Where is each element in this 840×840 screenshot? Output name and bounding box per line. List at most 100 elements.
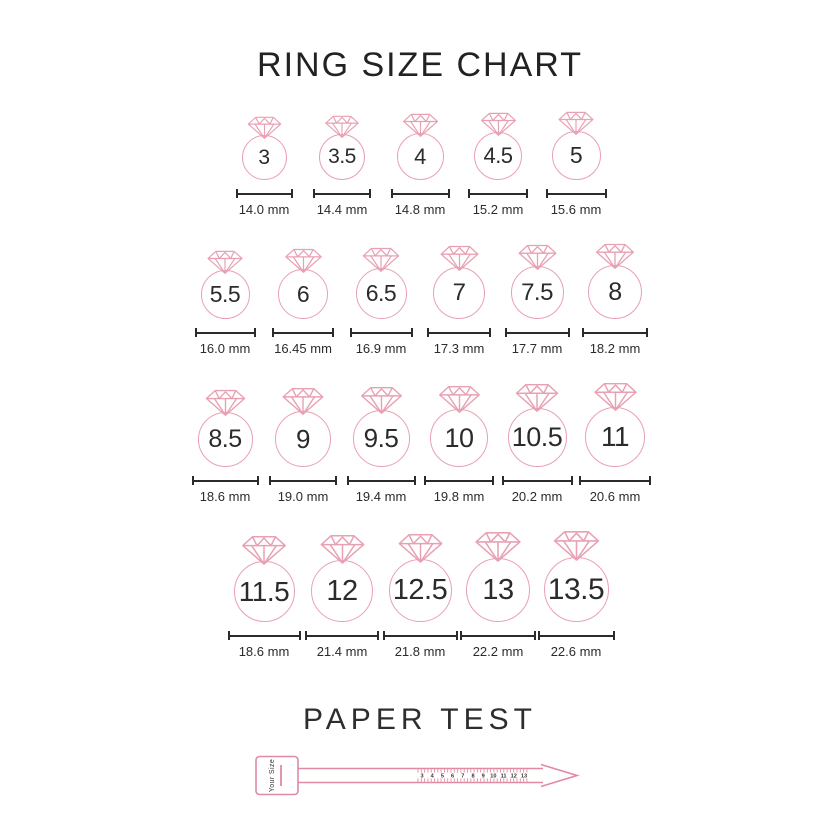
ring-circle: 3 bbox=[241, 135, 287, 180]
ring-item: 7 17.3 mm bbox=[420, 245, 498, 356]
ring-size-label: 7 bbox=[452, 279, 466, 306]
diamond-icon bbox=[360, 386, 402, 414]
ring-item: 9 19.0 mm bbox=[264, 387, 342, 504]
measure-bracket bbox=[227, 631, 301, 640]
ring-row: 3 14.0 mm 3.5 14.4 mm 4 bbox=[225, 111, 615, 217]
paper-test-title: PAPER TEST bbox=[303, 703, 537, 736]
ruler-number: 4 bbox=[431, 774, 435, 780]
measure-bracket bbox=[537, 631, 615, 640]
ring-item: 9.5 19.4 mm bbox=[342, 386, 420, 504]
diamond-icon bbox=[595, 243, 635, 269]
ring-diameter-label: 14.8 mm bbox=[394, 202, 446, 217]
sizer-tab-label: Your Size bbox=[269, 759, 276, 792]
measure-bracket bbox=[424, 476, 494, 485]
ring-circle: 3.5 bbox=[319, 134, 365, 180]
diamond-icon bbox=[325, 115, 359, 138]
ring-diameter-label: 14.4 mm bbox=[316, 202, 368, 217]
ring-circle: 5.5 bbox=[200, 270, 250, 319]
ring-circle: 5 bbox=[551, 131, 601, 180]
ring-size-label: 12.5 bbox=[392, 574, 448, 606]
ring-diameter-label: 16.45 mm bbox=[274, 341, 332, 356]
ring-size-label: 8 bbox=[608, 277, 622, 306]
ring-diameter-label: 18.2 mm bbox=[589, 341, 641, 356]
ring-row: 11.5 18.6 mm 12 21.4 mm bbox=[225, 530, 615, 659]
ring-circle: 7 bbox=[433, 267, 485, 319]
ring-size-label: 11.5 bbox=[238, 575, 290, 607]
ring-circle: 9 bbox=[275, 411, 331, 467]
measure-bracket bbox=[468, 189, 528, 198]
ring-circle: 13 bbox=[466, 558, 530, 622]
ring-circle: 13.5 bbox=[543, 557, 609, 622]
ring-size-label: 9.5 bbox=[363, 423, 399, 453]
ring-circle: 6.5 bbox=[355, 268, 407, 319]
ring-diameter-label: 20.2 mm bbox=[511, 489, 563, 504]
ring-diameter-label: 17.7 mm bbox=[511, 341, 563, 356]
ring-circle: 11.5 bbox=[233, 561, 295, 622]
ring-size-label: 9 bbox=[296, 423, 310, 454]
ring-size-label: 13 bbox=[482, 573, 514, 606]
ring-size-label: 10 bbox=[444, 422, 474, 453]
ring-item: 12 21.4 mm bbox=[303, 534, 381, 659]
ring-size-label: 4.5 bbox=[483, 143, 513, 168]
ring-size-label: 5 bbox=[569, 142, 583, 168]
diamond-icon bbox=[439, 245, 479, 271]
ring-item: 3.5 14.4 mm bbox=[303, 115, 381, 217]
ring-item: 8 18.2 mm bbox=[576, 243, 654, 356]
measure-bracket bbox=[582, 328, 648, 337]
page-title: RING SIZE CHART bbox=[257, 46, 583, 84]
ruler-number: 10 bbox=[490, 774, 496, 780]
diamond-icon bbox=[480, 112, 516, 136]
ring-diameter-label: 15.2 mm bbox=[472, 202, 524, 217]
diamond-icon bbox=[553, 531, 599, 561]
ruler-number: 5 bbox=[441, 774, 444, 780]
ring-size-label: 4 bbox=[414, 143, 426, 169]
ring-size-label: 11 bbox=[600, 421, 630, 452]
measure-bracket bbox=[346, 476, 416, 485]
ring-circle: 12 bbox=[311, 560, 373, 622]
ring-item: 5 15.6 mm bbox=[537, 111, 615, 217]
diamond-icon bbox=[515, 383, 559, 412]
ruler-number: 3 bbox=[420, 774, 423, 780]
ring-item: 6 16.45 mm bbox=[264, 248, 342, 356]
ring-item: 13 22.2 mm bbox=[459, 531, 537, 659]
measure-bracket bbox=[382, 631, 458, 640]
ring-diameter-label: 21.8 mm bbox=[394, 644, 446, 659]
measure-bracket bbox=[313, 189, 371, 198]
ruler-number: 12 bbox=[511, 774, 517, 780]
diamond-icon bbox=[242, 536, 286, 565]
ring-size-label: 3 bbox=[258, 145, 270, 169]
ring-circle: 8.5 bbox=[197, 412, 253, 467]
ring-circle: 9.5 bbox=[352, 410, 410, 467]
ring-diameter-label: 18.6 mm bbox=[199, 489, 251, 504]
diamond-icon bbox=[402, 113, 438, 137]
diamond-icon bbox=[517, 244, 557, 270]
measure-bracket bbox=[579, 476, 651, 485]
ruler-number: 9 bbox=[482, 774, 485, 780]
measure-bracket bbox=[194, 328, 256, 337]
ring-item: 8.5 18.6 mm bbox=[186, 389, 264, 504]
ring-item: 10 19.8 mm bbox=[420, 385, 498, 504]
ring-circle: 8 bbox=[588, 265, 642, 319]
ring-size-label: 13.5 bbox=[547, 572, 605, 606]
ruler-number: 8 bbox=[471, 774, 474, 780]
ring-diameter-label: 16.0 mm bbox=[199, 341, 251, 356]
diamond-icon bbox=[205, 389, 245, 416]
sizer-arrow bbox=[540, 763, 580, 788]
measure-bracket bbox=[349, 328, 413, 337]
ring-size-label: 3.5 bbox=[328, 145, 356, 168]
measure-bracket bbox=[504, 328, 570, 337]
measure-bracket bbox=[235, 189, 293, 198]
ring-size-label: 10.5 bbox=[511, 422, 563, 452]
measure-bracket bbox=[501, 476, 573, 485]
ring-item: 12.5 21.8 mm bbox=[381, 533, 459, 659]
ring-size-label: 6.5 bbox=[365, 280, 397, 306]
ring-diameter-label: 16.9 mm bbox=[355, 341, 407, 356]
diamond-icon bbox=[284, 248, 322, 273]
diamond-icon bbox=[247, 116, 281, 139]
diamond-icon bbox=[438, 385, 480, 413]
ring-item: 11 20.6 mm bbox=[576, 382, 654, 504]
ruler-number: 7 bbox=[461, 774, 464, 780]
ring-circle: 12.5 bbox=[388, 559, 452, 622]
sizer-strip bbox=[298, 767, 543, 784]
